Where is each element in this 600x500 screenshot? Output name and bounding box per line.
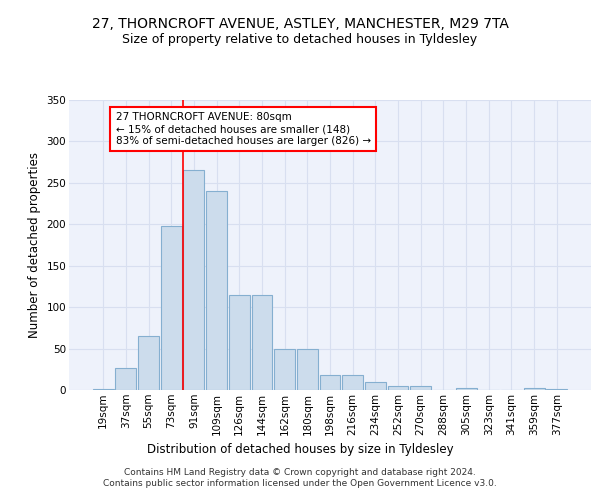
Bar [320,375,340,390]
Bar [297,348,318,390]
Bar [115,368,136,390]
Bar [251,294,272,390]
Bar [161,226,182,390]
Bar [388,386,409,390]
Text: Distribution of detached houses by size in Tyldesley: Distribution of detached houses by size … [146,442,454,456]
Bar [365,382,386,390]
Bar [410,386,431,390]
Bar [274,348,295,390]
Bar [93,389,113,390]
Text: 27, THORNCROFT AVENUE, ASTLEY, MANCHESTER, M29 7TA: 27, THORNCROFT AVENUE, ASTLEY, MANCHESTE… [92,18,508,32]
Bar [342,375,363,390]
Bar [206,191,227,390]
Bar [184,170,205,390]
Bar [524,388,545,390]
Bar [455,388,476,390]
Bar [138,336,159,390]
Text: Contains HM Land Registry data © Crown copyright and database right 2024.
Contai: Contains HM Land Registry data © Crown c… [103,468,497,487]
Text: Size of property relative to detached houses in Tyldesley: Size of property relative to detached ho… [122,32,478,46]
Bar [547,389,567,390]
Y-axis label: Number of detached properties: Number of detached properties [28,152,41,338]
Bar [229,294,250,390]
Text: 27 THORNCROFT AVENUE: 80sqm
← 15% of detached houses are smaller (148)
83% of se: 27 THORNCROFT AVENUE: 80sqm ← 15% of det… [116,112,371,146]
